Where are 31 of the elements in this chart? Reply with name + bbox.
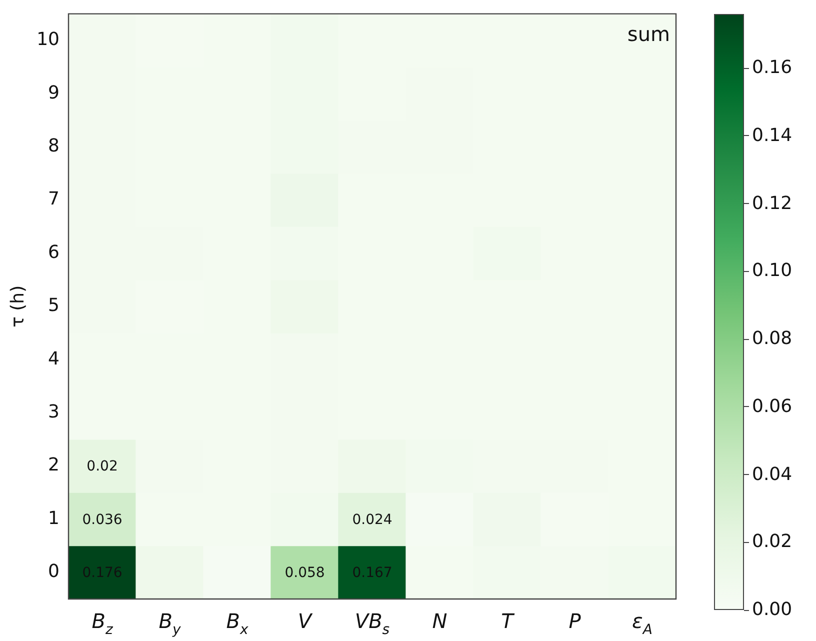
- data-label: 0.024: [352, 512, 392, 528]
- annotation: sum: [627, 22, 670, 46]
- color-bar-label: 0.06: [752, 396, 792, 418]
- data-label: 0.058: [284, 565, 325, 582]
- color-bar-label: 0.12: [752, 192, 792, 214]
- data-label: 0.036: [82, 512, 122, 528]
- color-bar-label: 0.04: [752, 464, 792, 486]
- y-tick-label: 0: [48, 561, 60, 582]
- x-tick-label: T: [501, 609, 516, 633]
- y-tick-label: 8: [48, 135, 60, 156]
- y-tick-label: 4: [48, 348, 60, 370]
- color-bar-label: 0.00: [752, 599, 792, 621]
- y-tick-label: 3: [48, 401, 60, 422]
- y-tick-label: 10: [36, 29, 60, 50]
- y-tick-label: 6: [48, 242, 60, 263]
- color-bar-label: 0.08: [752, 328, 792, 350]
- y-tick-label: 5: [48, 295, 60, 316]
- data-label: 0.02: [86, 458, 118, 475]
- color-bar-label: 0.16: [752, 57, 792, 79]
- y-tick-label: 1: [48, 508, 60, 529]
- y-tick-label: 7: [48, 188, 60, 210]
- data-label: 0.167: [352, 565, 392, 582]
- color-bar-label: 0.14: [752, 124, 792, 147]
- color-bar-label: 0.02: [752, 531, 792, 554]
- x-tick-label: P: [568, 609, 582, 633]
- y-tick-label: 2: [48, 454, 60, 476]
- color-bar-label: 0.10: [752, 260, 792, 282]
- x-tick-label: N: [432, 609, 448, 633]
- y-axis-title: τ (h): [7, 285, 28, 328]
- x-tick-label: V: [298, 609, 313, 633]
- y-tick-label: 9: [48, 82, 60, 104]
